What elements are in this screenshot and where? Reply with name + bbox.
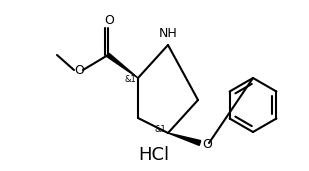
Text: NH: NH [159, 27, 177, 40]
Text: HCl: HCl [138, 146, 170, 164]
Text: O: O [74, 64, 84, 77]
Polygon shape [107, 53, 138, 78]
Text: &1: &1 [154, 124, 166, 134]
Text: O: O [104, 15, 114, 28]
Polygon shape [168, 133, 201, 145]
Text: &1: &1 [124, 76, 136, 84]
Text: O: O [202, 137, 212, 150]
